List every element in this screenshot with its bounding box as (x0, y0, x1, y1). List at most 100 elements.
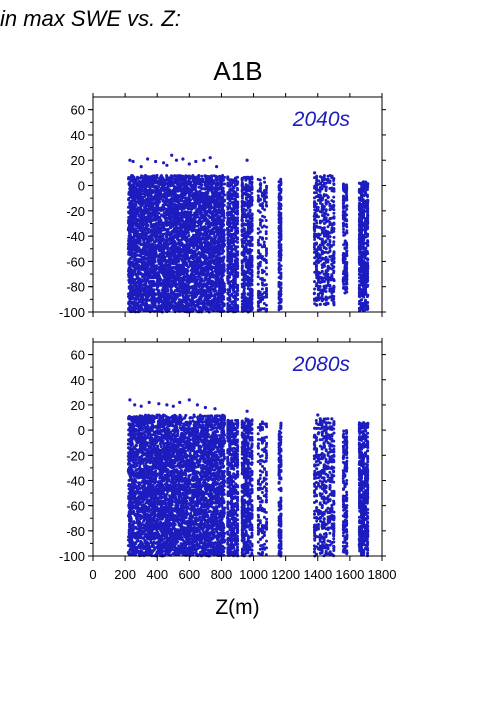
data-point (173, 208, 177, 212)
data-point (187, 294, 191, 298)
data-point (156, 276, 160, 279)
data-point (205, 256, 209, 260)
data-point (212, 262, 216, 266)
data-point (212, 193, 216, 197)
data-point (203, 216, 207, 220)
data-point (159, 231, 163, 235)
data-point (222, 266, 226, 270)
data-point (197, 185, 201, 189)
data-point (206, 237, 210, 241)
data-point (179, 289, 183, 293)
data-point (159, 223, 163, 227)
data-point (220, 302, 224, 305)
data-point (178, 298, 181, 302)
scenario-title: A1B (213, 56, 263, 86)
data-point (151, 264, 154, 268)
data-point (190, 267, 194, 271)
data-point (212, 252, 216, 256)
data-point (160, 261, 164, 265)
data-point (215, 300, 219, 304)
data-point (198, 231, 202, 235)
data-point (138, 228, 142, 232)
data-point (128, 241, 131, 245)
data-point (159, 182, 163, 186)
data-point (159, 265, 163, 268)
data-point (219, 210, 223, 214)
data-point (222, 216, 226, 220)
data-point (140, 188, 144, 192)
data-point (194, 210, 198, 214)
data-point (180, 192, 184, 196)
data-point (150, 238, 154, 241)
data-point (186, 280, 190, 284)
data-point (144, 237, 148, 241)
data-point (195, 278, 198, 282)
data-point (138, 241, 142, 245)
data-point (213, 265, 217, 269)
data-point (149, 297, 153, 301)
data-point (199, 279, 203, 283)
data-point (206, 220, 210, 223)
data-point (180, 282, 184, 286)
data-point (215, 308, 219, 312)
data-point (127, 306, 130, 310)
data-point (129, 272, 133, 276)
data-point (136, 295, 140, 299)
data-point (157, 211, 161, 215)
data-point (161, 195, 165, 199)
data-point (188, 261, 192, 265)
data-point (134, 196, 138, 200)
data-point (150, 282, 154, 285)
data-point (214, 209, 218, 213)
data-point (210, 274, 214, 278)
data-point (161, 214, 165, 218)
data-point (203, 180, 207, 184)
data-point (178, 183, 182, 187)
data-point (201, 213, 205, 217)
data-point (161, 188, 165, 192)
data-point (183, 212, 187, 216)
data-point (139, 214, 143, 218)
data-point (205, 192, 209, 196)
data-point (184, 254, 188, 258)
data-point (142, 286, 146, 290)
data-point (127, 211, 131, 215)
data-point (155, 264, 159, 268)
data-point (184, 293, 188, 297)
data-point (204, 248, 208, 252)
data-point (187, 238, 191, 242)
data-point (144, 202, 148, 206)
data-point (209, 178, 213, 182)
data-point (130, 227, 134, 231)
data-point (127, 197, 131, 201)
data-point (206, 179, 210, 183)
data-point (137, 218, 141, 222)
data-point (184, 225, 188, 229)
data-point (162, 203, 166, 207)
data-point (202, 219, 206, 222)
data-point (133, 238, 137, 242)
data-point (159, 268, 163, 271)
data-point (154, 195, 158, 199)
data-point (210, 259, 214, 263)
data-point (175, 200, 179, 204)
data-point (130, 296, 134, 300)
data-point (161, 272, 165, 276)
data-point (189, 248, 193, 252)
data-point (130, 224, 134, 228)
data-point (172, 239, 176, 243)
data-point (179, 251, 183, 255)
data-point (168, 242, 172, 246)
data-point (216, 197, 220, 201)
data-point (211, 239, 215, 243)
data-point (209, 292, 213, 296)
data-point (160, 208, 164, 212)
data-point (143, 180, 147, 184)
data-point (152, 210, 156, 214)
data-point (141, 234, 145, 238)
data-point (165, 274, 169, 278)
data-point (130, 186, 133, 190)
data-point (151, 184, 155, 188)
data-point (132, 191, 135, 195)
data-point (191, 221, 194, 225)
